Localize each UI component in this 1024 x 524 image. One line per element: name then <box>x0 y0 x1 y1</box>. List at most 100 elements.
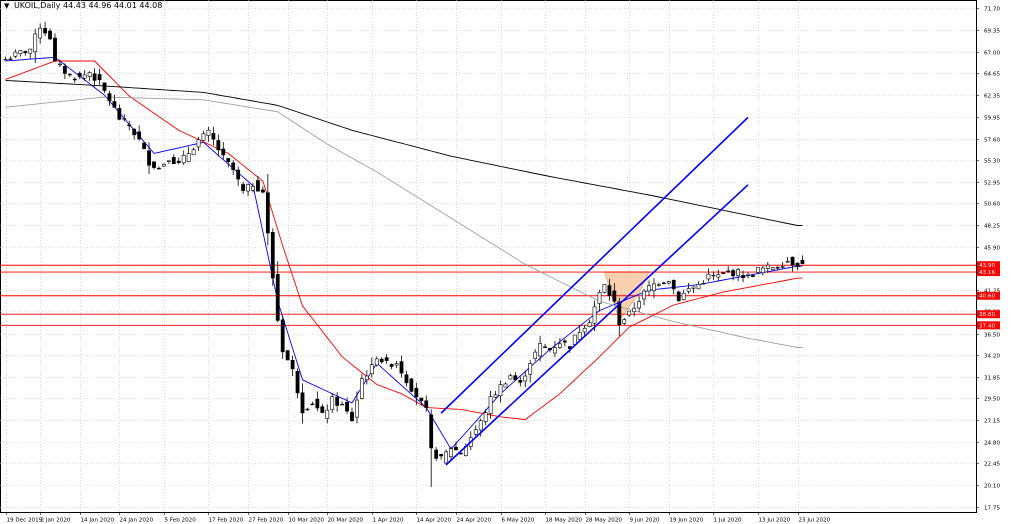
candle-body <box>58 63 62 66</box>
candle <box>231 160 236 176</box>
x-tick-label: 24 Jan 2020 <box>120 518 154 524</box>
candle <box>765 261 770 274</box>
candle-body <box>265 192 270 234</box>
y-tick-label: 20.10 <box>984 484 1000 490</box>
candle-body <box>246 184 250 192</box>
candle-body <box>201 133 206 141</box>
candle <box>171 154 176 164</box>
candle-body <box>117 108 122 120</box>
candle-body <box>483 412 488 422</box>
candle <box>587 319 592 328</box>
candle <box>548 347 552 353</box>
candle <box>399 355 404 378</box>
candle-body <box>775 267 780 269</box>
candle-body <box>176 160 181 163</box>
candle <box>379 357 384 364</box>
candle <box>498 380 503 403</box>
candle <box>369 357 374 378</box>
candle <box>152 161 156 170</box>
candle-body <box>122 118 127 120</box>
candle <box>701 280 706 285</box>
candle <box>335 392 340 412</box>
candle-body <box>206 129 211 136</box>
candle-body <box>48 30 52 40</box>
candle <box>246 183 250 196</box>
candle <box>206 126 211 142</box>
level-price-tag <box>977 321 1000 330</box>
candle <box>572 334 577 345</box>
candle <box>746 272 750 279</box>
x-tick-label: 13 Jul 2020 <box>759 518 791 524</box>
candle <box>691 286 696 293</box>
candle-body <box>493 394 498 398</box>
x-tick-label: 5 Feb 2020 <box>165 518 197 524</box>
candle-body <box>374 358 379 366</box>
x-tick-label: 9 Jun 2020 <box>630 518 661 524</box>
candle-body <box>473 429 478 435</box>
candle-body <box>780 266 785 268</box>
candle <box>176 157 181 165</box>
candle-body <box>394 363 399 366</box>
candle-body <box>800 260 805 264</box>
candle <box>38 23 43 44</box>
candle-body <box>572 334 577 345</box>
candle-body <box>87 72 92 77</box>
candle <box>652 278 656 299</box>
candle-body <box>270 232 275 279</box>
candle-body <box>528 363 533 375</box>
candle-body <box>191 149 196 156</box>
candle <box>483 409 488 426</box>
candle <box>780 261 785 269</box>
candle-body <box>350 411 354 422</box>
candle <box>275 261 280 323</box>
candle-body <box>513 375 518 381</box>
candle-body <box>449 448 453 457</box>
candle <box>137 125 142 141</box>
candle <box>607 278 612 301</box>
candle-body <box>295 371 300 394</box>
candle <box>637 296 642 312</box>
candle <box>647 280 651 296</box>
candle-body <box>741 275 745 278</box>
candle <box>513 372 518 381</box>
candle <box>424 395 429 412</box>
candle-body <box>77 73 82 77</box>
y-tick-label: 50.60 <box>984 202 1000 208</box>
candle <box>414 382 419 405</box>
candle <box>325 404 330 424</box>
candle <box>142 142 147 150</box>
candle <box>419 397 424 406</box>
x-tick-label: 1 Jul 2020 <box>714 518 743 524</box>
candle-body <box>577 331 582 340</box>
candle <box>58 59 62 68</box>
candle <box>493 390 498 399</box>
candle-body <box>196 139 201 148</box>
candle-body <box>166 160 171 163</box>
candle-body <box>251 186 255 191</box>
candle <box>755 267 760 274</box>
candle <box>67 73 72 77</box>
candle <box>696 281 701 290</box>
y-tick-label: 62.35 <box>984 94 1000 100</box>
candle <box>454 441 458 451</box>
candle <box>359 373 364 400</box>
candle-body <box>686 288 691 292</box>
candle-body <box>181 155 186 164</box>
candle <box>434 447 439 461</box>
moving-average-line <box>5 79 803 226</box>
y-tick-label: 41.25 <box>984 289 1000 295</box>
y-tick-label: 52.95 <box>984 181 1000 187</box>
x-tick-label: 17 Feb 2020 <box>209 518 244 524</box>
candle <box>592 300 597 332</box>
candle-body <box>127 124 132 127</box>
candle <box>260 186 265 194</box>
candle <box>538 335 543 362</box>
candle <box>770 267 775 271</box>
ohlc-label: 44.43 44.96 44.01 44.08 <box>63 1 163 10</box>
candle-body <box>330 396 335 410</box>
dropdown-triangle-icon[interactable]: ▼ <box>4 2 10 10</box>
candle <box>191 147 196 156</box>
candle <box>785 257 790 263</box>
